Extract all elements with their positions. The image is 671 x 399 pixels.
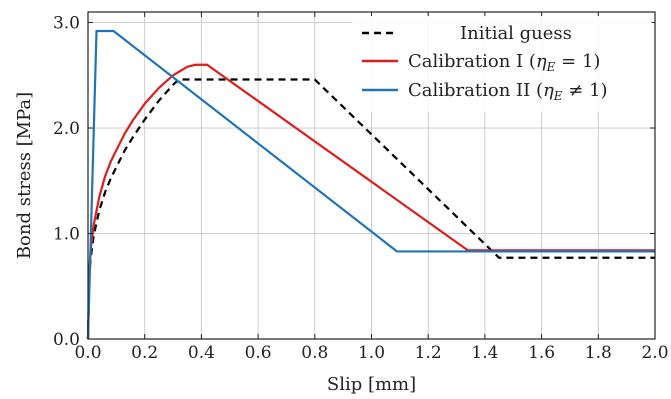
x-axis-label: Slip [mm] [327,374,416,395]
x-tick-label: 0.6 [245,343,272,363]
x-tick-label: 1.6 [528,343,555,363]
legend-label-calibration-1-relation: = 1) [555,51,600,72]
y-tick-label: 2.0 [53,119,80,139]
x-tick-label: 1.2 [415,343,442,363]
axis-ticks: 0.0 0.2 0.4 0.6 0.8 1.0 1.2 1.4 1.6 1.8 2.0 0.0 1.0 2… [53,12,669,363]
legend-label-calibration-1-sub: E [546,60,556,74]
legend-label-calibration-2-relation: ≠ 1) [563,80,608,101]
legend: Initial guess Calibration I (ηE = 1) Cal… [352,16,652,112]
legend-label-calibration-1-prefix: Calibration I ( [408,51,536,72]
x-tick-label: 1.4 [471,343,498,363]
x-tick-label: 1.0 [358,343,385,363]
series-line-calibration-i [86,63,655,340]
x-tick-label: 0.4 [188,343,215,363]
legend-label-calibration-2-prefix: Calibration II ( [408,80,543,101]
legend-label-calibration-1-eta: η [536,51,547,72]
y-axis-label: Bond stress [MPa] [14,92,35,259]
legend-box [352,16,652,112]
series-line-calibration-ii [86,29,655,340]
x-tick-label: 0.2 [131,343,158,363]
legend-label-initial-guess: Initial guess [460,23,572,44]
x-tick-label: 0.8 [301,343,328,363]
legend-label-calibration-2-sub: E [553,89,563,103]
y-tick-label: 0.0 [53,330,80,350]
plot-series [86,29,655,340]
x-tick-label: 2.0 [641,343,668,363]
series-line-initial-guess [86,78,655,340]
legend-label-calibration-2: Calibration II (ηE ≠ 1) [408,80,608,103]
legend-label-calibration-2-eta: η [543,80,554,101]
y-tick-label: 3.0 [53,14,80,34]
legend-label-calibration-1: Calibration I (ηE = 1) [408,51,600,74]
x-tick-label: 1.8 [585,343,612,363]
y-tick-label: 1.0 [53,225,80,245]
x-tick-label: 0.0 [74,343,101,363]
